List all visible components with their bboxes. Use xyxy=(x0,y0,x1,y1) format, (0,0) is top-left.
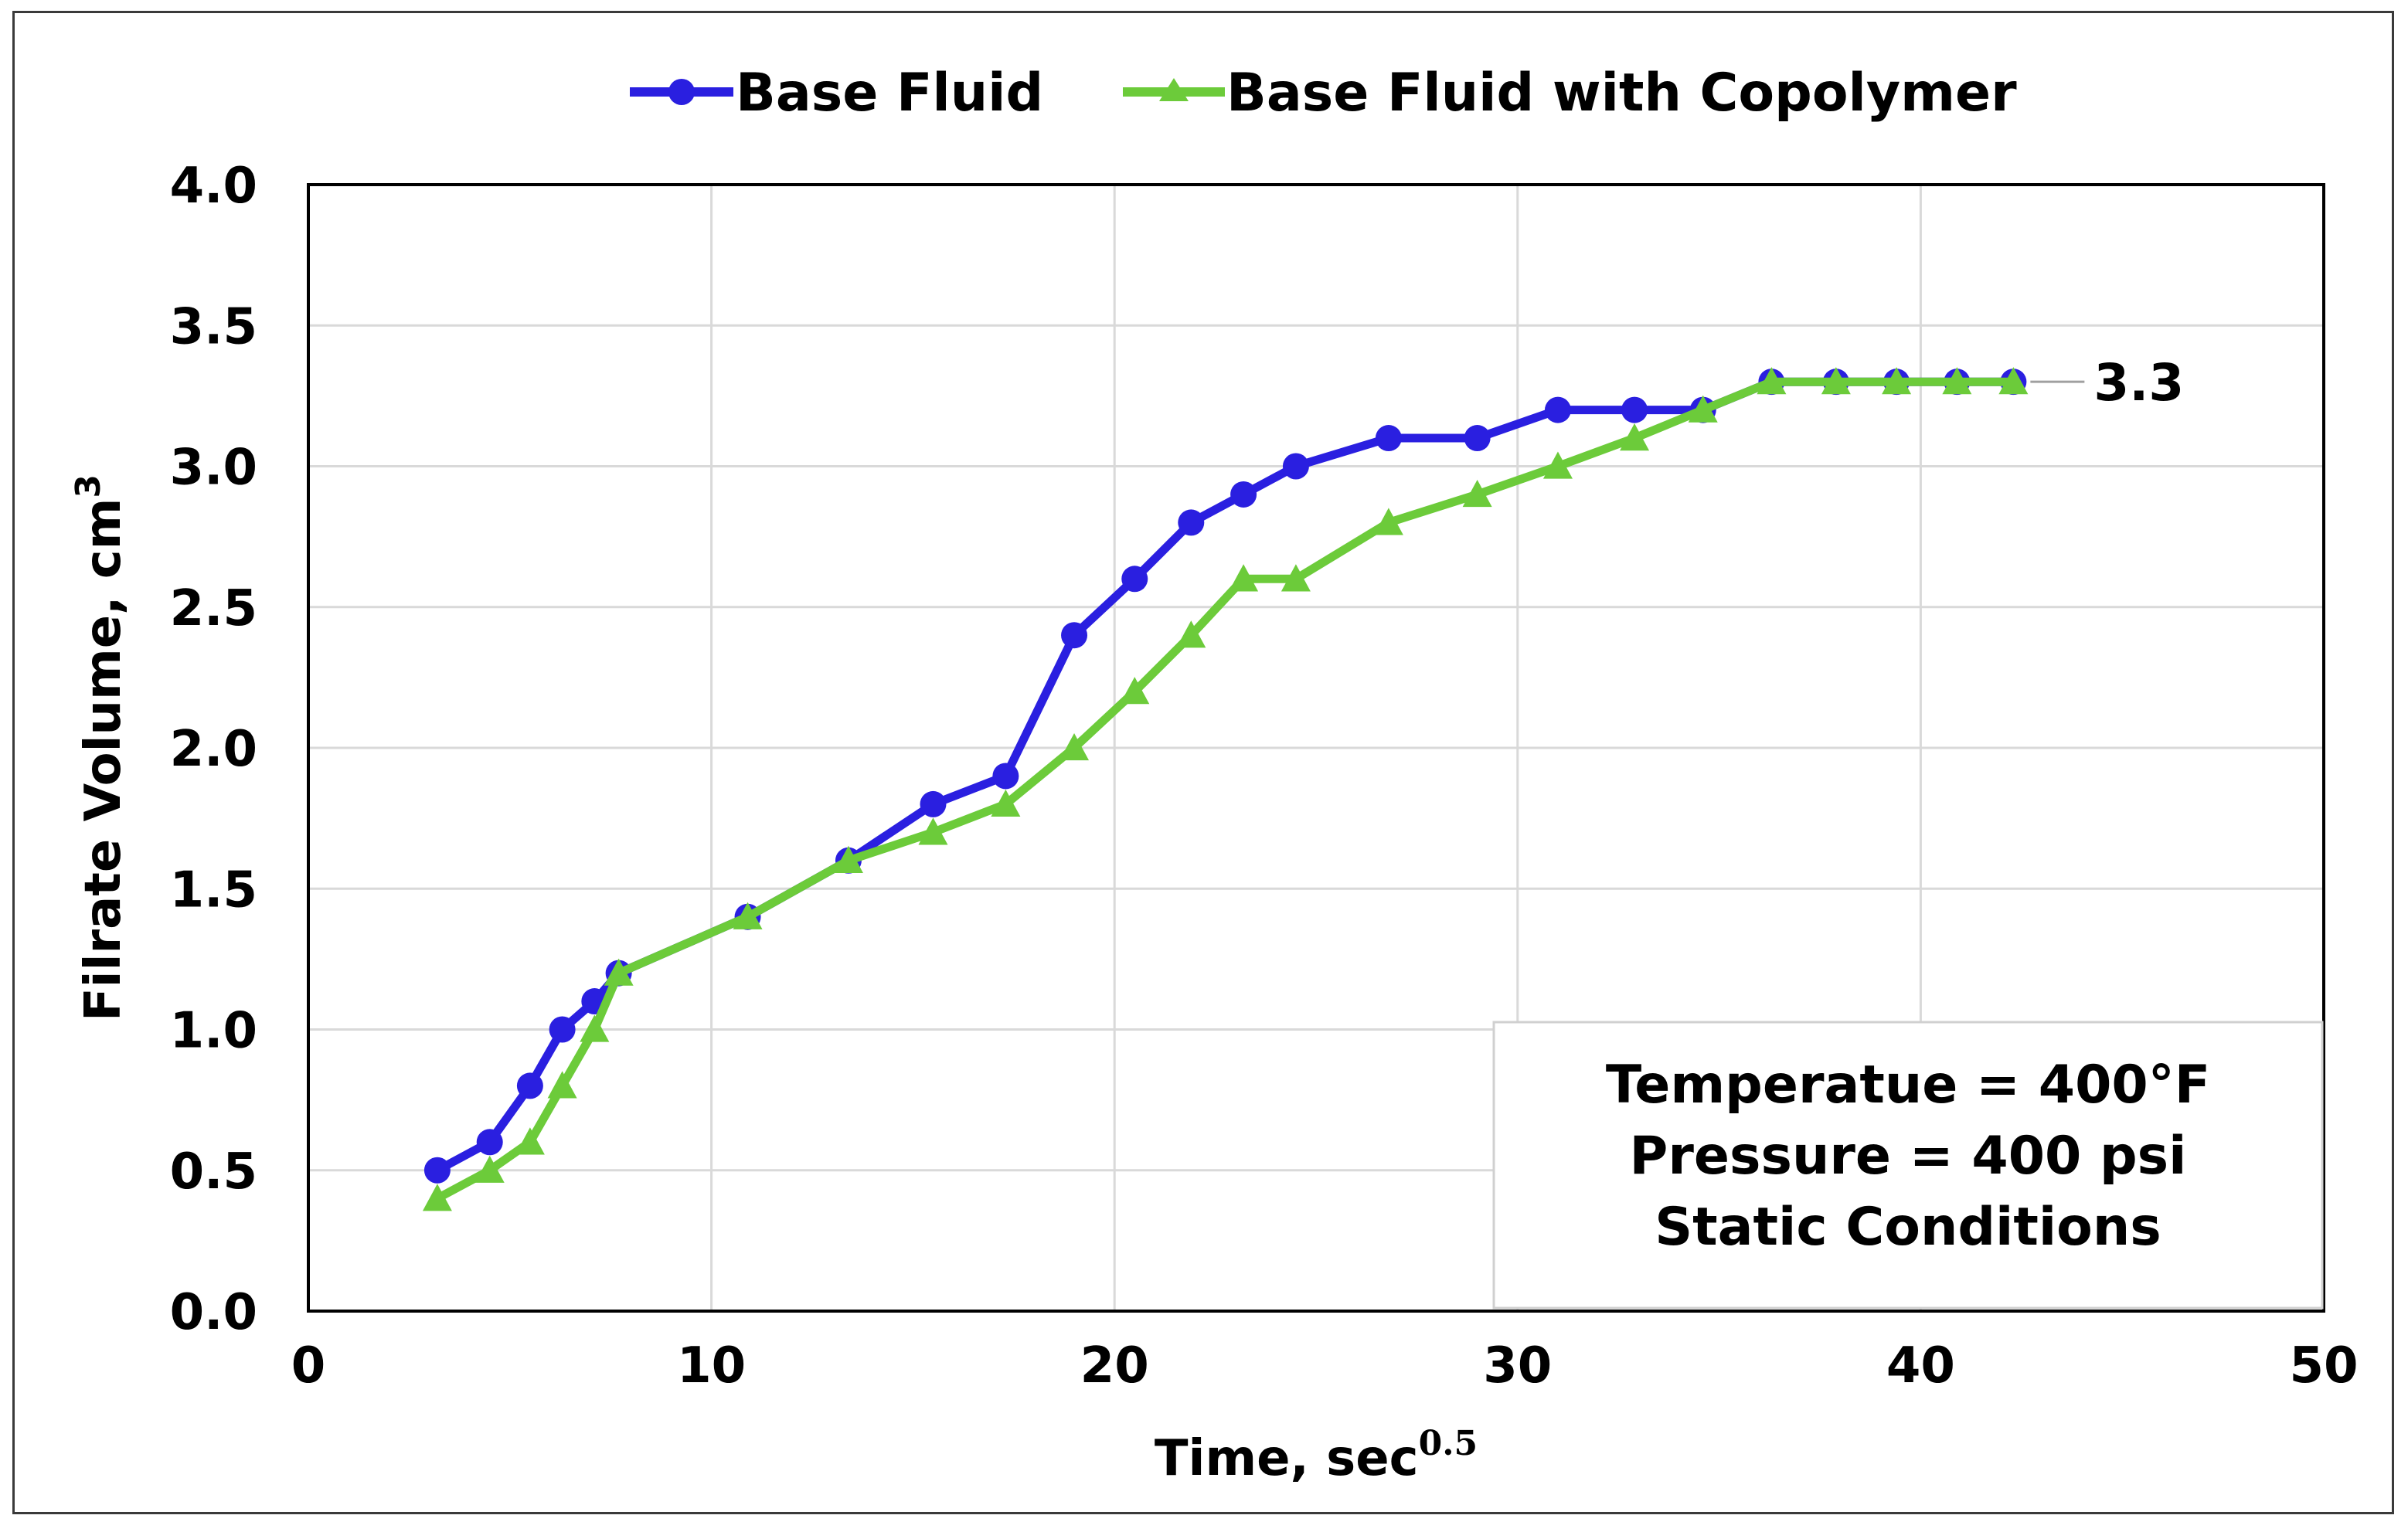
data-point xyxy=(1375,425,1402,452)
y-axis-ticks: 0.0 0.5 1.0 1.5 2.0 2.5 3.0 3.5 4.0 xyxy=(170,158,257,1341)
y-tick-label: 0.0 xyxy=(170,1284,257,1341)
data-point xyxy=(1620,423,1650,451)
data-point xyxy=(1229,564,1259,592)
y-tick-label: 0.5 xyxy=(170,1143,257,1201)
chart-frame: 0.0 0.5 1.0 1.5 2.0 2.5 3.0 3.5 4.0 0 10 20 30 40 50 … xyxy=(12,11,2394,1514)
data-point xyxy=(733,902,763,929)
data-point xyxy=(423,1157,451,1184)
data-point xyxy=(1942,367,1972,395)
x-tick-label: 30 xyxy=(1483,1337,1552,1395)
data-point xyxy=(1121,566,1148,593)
data-point xyxy=(516,1072,543,1099)
y-axis-title-main: Filrate Volume, cm xyxy=(75,498,132,1021)
series-base-fluid-with-copolymer xyxy=(422,367,2029,1211)
legend-label-base-fluid: Base Fluid xyxy=(736,63,1043,124)
data-point xyxy=(1821,367,1851,395)
x-axis-title-main: Time, sec xyxy=(1155,1430,1419,1487)
x-axis-title-superscript: 0.5 xyxy=(1419,1424,1478,1463)
x-tick-label: 40 xyxy=(1886,1337,1955,1395)
y-tick-label: 3.0 xyxy=(170,440,257,497)
data-point xyxy=(1462,479,1492,508)
y-axis-title: Filrate Volume, cm3 xyxy=(69,474,132,1021)
data-point xyxy=(1464,425,1491,452)
data-point xyxy=(991,789,1021,817)
data-point xyxy=(1998,367,2029,395)
data-point xyxy=(1120,677,1150,705)
data-point xyxy=(1373,508,1403,535)
y-tick-label: 2.5 xyxy=(170,580,257,637)
data-point xyxy=(1178,509,1205,536)
data-label: 3.3 xyxy=(2093,353,2184,413)
data-point xyxy=(515,1127,545,1155)
data-point xyxy=(1059,733,1090,761)
filtrate-volume-chart: 0.00.51.01.52.02.53.03.54.0 0 10 20 30 40 50 … xyxy=(69,63,2359,1487)
plot-area xyxy=(307,183,2325,1313)
data-point xyxy=(549,1016,576,1043)
data-point xyxy=(1882,367,1912,395)
data-point xyxy=(1688,395,1718,423)
y-axis-title-superscript: 3 xyxy=(69,474,108,498)
x-tick-label: 10 xyxy=(677,1337,746,1395)
data-label-group: 3.3 xyxy=(2030,353,2184,413)
data-point xyxy=(992,763,1019,790)
data-point xyxy=(1621,396,1648,423)
condition-temperature: Temperatue = 400°F xyxy=(1606,1055,2210,1116)
condition-pressure: Pressure = 400 psi xyxy=(1630,1126,2187,1187)
legend-label-copolymer: Base Fluid with Copolymer xyxy=(1226,63,2017,124)
legend-swatch-copolymer-marker xyxy=(1159,78,1189,101)
y-tick-label: 4.0 xyxy=(170,158,257,215)
data-point xyxy=(1061,622,1088,649)
data-point xyxy=(1281,564,1311,592)
x-axis-title: Time, sec0.5 xyxy=(1155,1424,1478,1487)
data-point xyxy=(422,1184,452,1211)
x-tick-label: 20 xyxy=(1080,1337,1149,1395)
x-tick-label: 0 xyxy=(291,1337,326,1395)
legend-swatch-base-fluid-marker xyxy=(668,79,695,105)
data-point xyxy=(1544,396,1571,423)
data-point xyxy=(833,845,863,873)
data-point xyxy=(547,1071,577,1099)
data-point xyxy=(474,1155,505,1183)
data-point xyxy=(580,1014,610,1042)
data-point xyxy=(476,1129,503,1156)
data-point xyxy=(1282,453,1309,480)
conditions-annotation: Temperatue = 400°F Pressure = 400 psi St… xyxy=(1492,1021,2324,1310)
condition-static: Static Conditions xyxy=(1655,1197,2161,1258)
y-tick-label: 3.5 xyxy=(170,298,257,355)
y-tick-label: 1.5 xyxy=(170,861,257,919)
series-layer xyxy=(422,367,2029,1211)
data-point xyxy=(918,817,948,845)
data-point xyxy=(1230,481,1257,508)
data-point xyxy=(604,958,634,986)
legend: Base Fluid Base Fluid with Copolymer xyxy=(630,63,2017,124)
data-point xyxy=(1176,620,1206,648)
x-axis-ticks: 0 10 20 30 40 50 xyxy=(291,1337,2359,1395)
conditions-box xyxy=(1492,1021,2324,1310)
data-point xyxy=(1542,451,1573,479)
y-tick-label: 1.0 xyxy=(170,1003,257,1060)
y-tick-label: 2.0 xyxy=(170,721,257,778)
data-point xyxy=(1757,367,1787,395)
x-tick-label: 50 xyxy=(2289,1337,2358,1395)
data-point xyxy=(920,790,947,817)
